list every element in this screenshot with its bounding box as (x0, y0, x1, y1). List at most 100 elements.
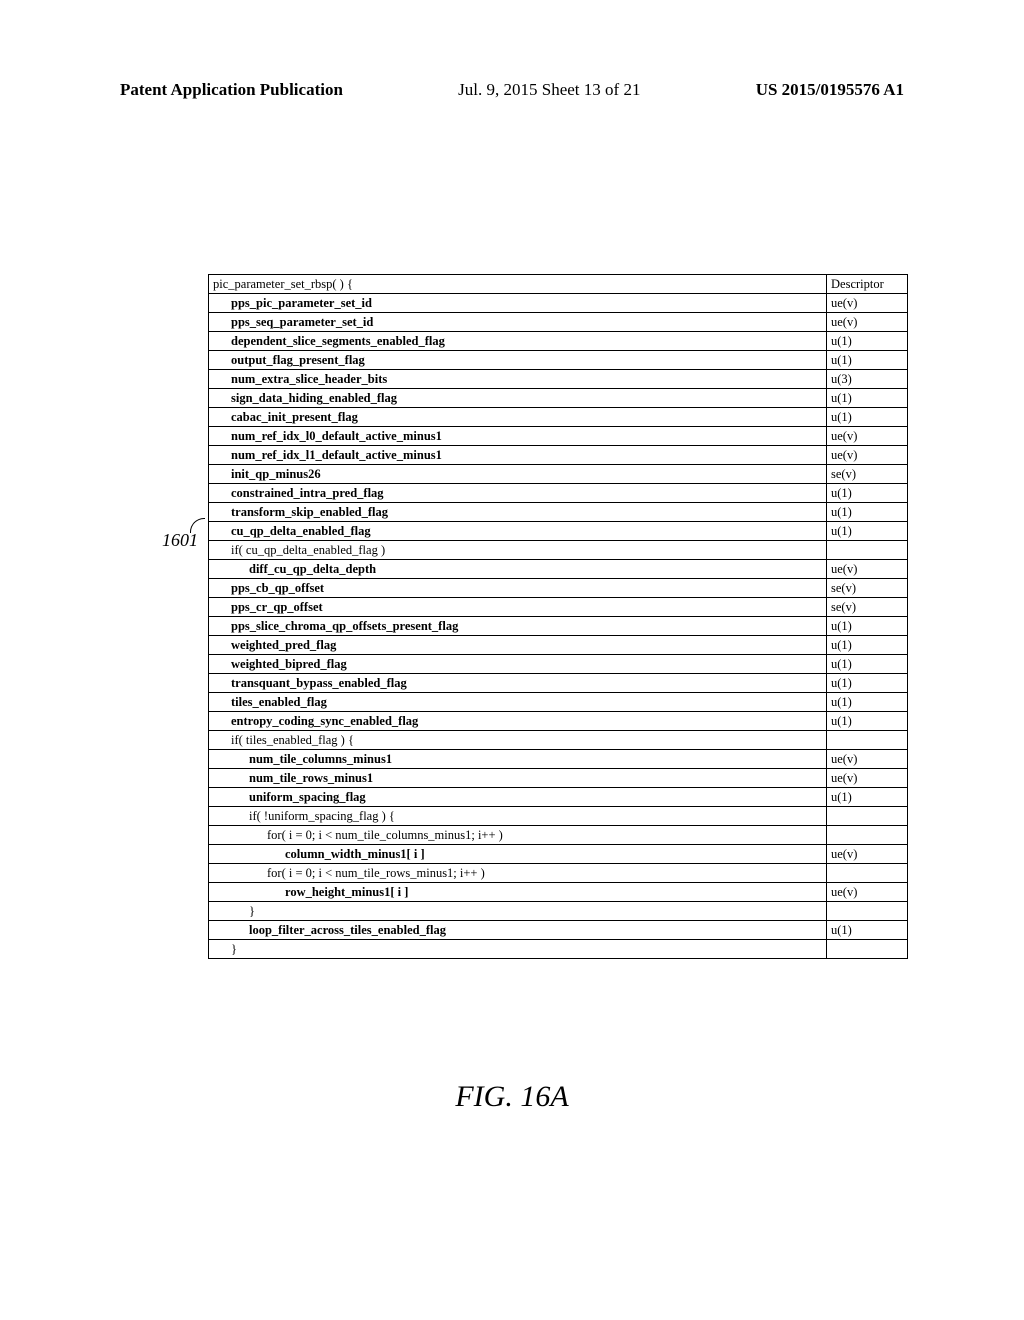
descriptor-cell: u(1) (827, 408, 908, 427)
table-row: init_qp_minus26se(v) (209, 465, 908, 484)
header-left: Patent Application Publication (120, 80, 343, 100)
syntax-cell: for( i = 0; i < num_tile_rows_minus1; i+… (209, 864, 827, 883)
page-header: Patent Application Publication Jul. 9, 2… (0, 80, 1024, 100)
syntax-cell: pps_cb_qp_offset (209, 579, 827, 598)
syntax-cell: if( tiles_enabled_flag ) { (209, 731, 827, 750)
descriptor-cell (827, 902, 908, 921)
ref-label: 1601 (162, 530, 198, 551)
descriptor-cell: u(1) (827, 503, 908, 522)
syntax-cell: uniform_spacing_flag (209, 788, 827, 807)
syntax-cell: num_ref_idx_l1_default_active_minus1 (209, 446, 827, 465)
table-row: dependent_slice_segments_enabled_flagu(1… (209, 332, 908, 351)
table-row: row_height_minus1[ i ]ue(v) (209, 883, 908, 902)
table-row: cabac_init_present_flagu(1) (209, 408, 908, 427)
descriptor-cell: ue(v) (827, 845, 908, 864)
page: Patent Application Publication Jul. 9, 2… (0, 0, 1024, 1320)
descriptor-cell: ue(v) (827, 427, 908, 446)
table-row: column_width_minus1[ i ]ue(v) (209, 845, 908, 864)
descriptor-cell (827, 731, 908, 750)
table-row: diff_cu_qp_delta_depthue(v) (209, 560, 908, 579)
table-row: } (209, 902, 908, 921)
header-center: Jul. 9, 2015 Sheet 13 of 21 (458, 80, 640, 100)
descriptor-cell: u(1) (827, 693, 908, 712)
table-row: sign_data_hiding_enabled_flagu(1) (209, 389, 908, 408)
descriptor-cell: u(1) (827, 484, 908, 503)
syntax-cell: pps_cr_qp_offset (209, 598, 827, 617)
table-row: if( cu_qp_delta_enabled_flag ) (209, 541, 908, 560)
table-row: } (209, 940, 908, 959)
descriptor-cell: ue(v) (827, 750, 908, 769)
descriptor-cell: u(1) (827, 522, 908, 541)
syntax-table: pic_parameter_set_rbsp( ) { Descriptor p… (208, 274, 908, 959)
table-row: if( tiles_enabled_flag ) { (209, 731, 908, 750)
table-row: output_flag_present_flagu(1) (209, 351, 908, 370)
table-row: num_tile_columns_minus1ue(v) (209, 750, 908, 769)
descriptor-cell: u(1) (827, 921, 908, 940)
syntax-cell: } (209, 940, 827, 959)
table-row: pps_cr_qp_offsetse(v) (209, 598, 908, 617)
descriptor-cell: u(1) (827, 788, 908, 807)
table-row: cu_qp_delta_enabled_flagu(1) (209, 522, 908, 541)
descriptor-cell: u(1) (827, 674, 908, 693)
descriptor-cell: u(1) (827, 712, 908, 731)
descriptor-cell: se(v) (827, 465, 908, 484)
syntax-cell: num_extra_slice_header_bits (209, 370, 827, 389)
table-row: pps_seq_parameter_set_idue(v) (209, 313, 908, 332)
table-row: num_ref_idx_l0_default_active_minus1ue(v… (209, 427, 908, 446)
syntax-cell: constrained_intra_pred_flag (209, 484, 827, 503)
table-row: loop_filter_across_tiles_enabled_flagu(1… (209, 921, 908, 940)
descriptor-cell: se(v) (827, 598, 908, 617)
syntax-cell: for( i = 0; i < num_tile_columns_minus1;… (209, 826, 827, 845)
syntax-cell: if( cu_qp_delta_enabled_flag ) (209, 541, 827, 560)
descriptor-cell: u(1) (827, 655, 908, 674)
syntax-cell: init_qp_minus26 (209, 465, 827, 484)
syntax-cell: row_height_minus1[ i ] (209, 883, 827, 902)
table-row: entropy_coding_sync_enabled_flagu(1) (209, 712, 908, 731)
descriptor-cell: se(v) (827, 579, 908, 598)
table-row: num_tile_rows_minus1ue(v) (209, 769, 908, 788)
descriptor-cell: u(1) (827, 636, 908, 655)
header-cell-left: pic_parameter_set_rbsp( ) { (209, 275, 827, 294)
descriptor-cell: ue(v) (827, 769, 908, 788)
syntax-cell: entropy_coding_sync_enabled_flag (209, 712, 827, 731)
syntax-cell: weighted_bipred_flag (209, 655, 827, 674)
table-row: pps_slice_chroma_qp_offsets_present_flag… (209, 617, 908, 636)
descriptor-cell: ue(v) (827, 560, 908, 579)
table-row: transform_skip_enabled_flagu(1) (209, 503, 908, 522)
syntax-cell: transform_skip_enabled_flag (209, 503, 827, 522)
figure-caption: FIG. 16A (0, 1080, 1024, 1114)
descriptor-cell (827, 940, 908, 959)
descriptor-cell: u(1) (827, 389, 908, 408)
descriptor-cell (827, 807, 908, 826)
table-body: pps_pic_parameter_set_idue(v)pps_seq_par… (209, 294, 908, 959)
syntax-cell: pps_seq_parameter_set_id (209, 313, 827, 332)
syntax-cell: dependent_slice_segments_enabled_flag (209, 332, 827, 351)
descriptor-cell (827, 541, 908, 560)
table-row: num_ref_idx_l1_default_active_minus1ue(v… (209, 446, 908, 465)
table-header-row: pic_parameter_set_rbsp( ) { Descriptor (209, 275, 908, 294)
table-row: pps_pic_parameter_set_idue(v) (209, 294, 908, 313)
descriptor-cell: u(1) (827, 617, 908, 636)
syntax-cell: diff_cu_qp_delta_depth (209, 560, 827, 579)
syntax-cell: } (209, 902, 827, 921)
syntax-cell: num_tile_columns_minus1 (209, 750, 827, 769)
header-right: US 2015/0195576 A1 (756, 80, 904, 100)
syntax-cell: tiles_enabled_flag (209, 693, 827, 712)
syntax-cell: cabac_init_present_flag (209, 408, 827, 427)
table-row: if( !uniform_spacing_flag ) { (209, 807, 908, 826)
descriptor-cell: u(3) (827, 370, 908, 389)
table-row: uniform_spacing_flagu(1) (209, 788, 908, 807)
header-cell-right: Descriptor (827, 275, 908, 294)
syntax-cell: cu_qp_delta_enabled_flag (209, 522, 827, 541)
table-row: weighted_pred_flagu(1) (209, 636, 908, 655)
syntax-cell: num_ref_idx_l0_default_active_minus1 (209, 427, 827, 446)
descriptor-cell: u(1) (827, 332, 908, 351)
descriptor-cell (827, 864, 908, 883)
table-row: constrained_intra_pred_flagu(1) (209, 484, 908, 503)
syntax-cell: column_width_minus1[ i ] (209, 845, 827, 864)
descriptor-cell: ue(v) (827, 294, 908, 313)
descriptor-cell (827, 826, 908, 845)
syntax-cell: pps_pic_parameter_set_id (209, 294, 827, 313)
descriptor-cell: u(1) (827, 351, 908, 370)
syntax-cell: loop_filter_across_tiles_enabled_flag (209, 921, 827, 940)
